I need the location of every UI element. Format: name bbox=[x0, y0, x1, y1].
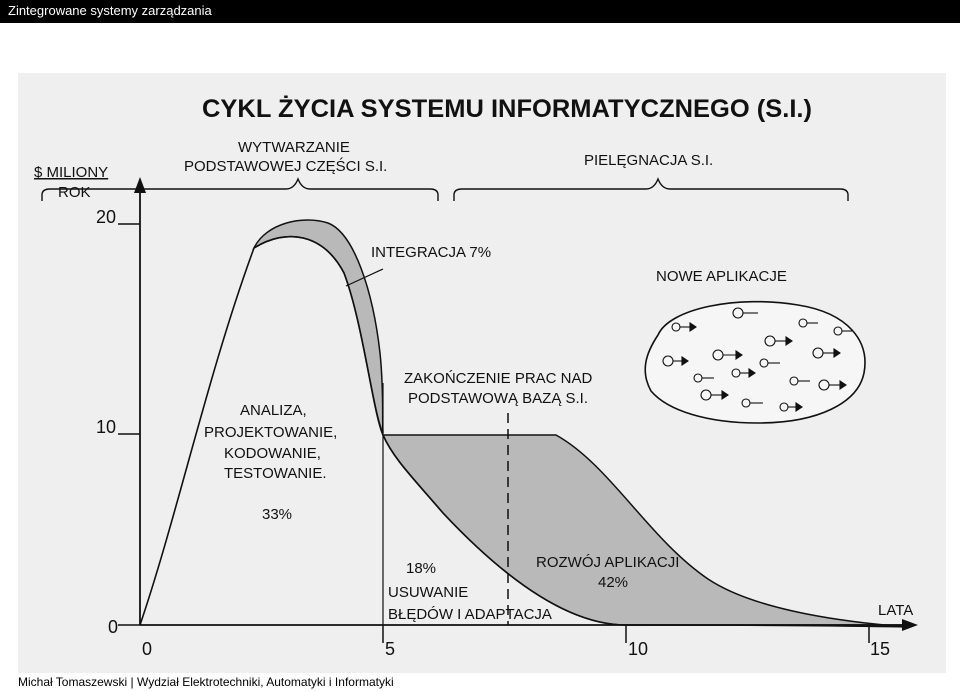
lifecycle-diagram: CYKL ŻYCIA SYSTEMU INFORMATYCZNEGO (S.I.… bbox=[34, 95, 918, 659]
fixes-line2: BŁĘDÓW I ADAPTACJA bbox=[388, 606, 552, 623]
header-bar: Zintegrowane systemy zarządzania bbox=[0, 0, 960, 23]
analysis-line3: KODOWANIE, bbox=[224, 445, 321, 462]
y-tick-label-10: 10 bbox=[96, 417, 116, 437]
x-tick-label-15: 15 bbox=[870, 639, 890, 659]
footer-separator: | bbox=[130, 675, 134, 689]
production-phase-line1: WYTWARZANIE bbox=[238, 139, 350, 156]
x-tick-label-5: 5 bbox=[385, 639, 395, 659]
maintenance-phase-label: PIELĘGNACJA S.I. bbox=[584, 152, 713, 169]
new-apps-arrows bbox=[662, 307, 852, 413]
production-brace bbox=[41, 177, 439, 201]
diagram-title: CYKL ŻYCIA SYSTEMU INFORMATYCZNEGO (S.I.… bbox=[202, 95, 812, 123]
development-percent: 42% bbox=[598, 574, 628, 591]
production-phase-line2: PODSTAWOWEJ CZĘŚCI S.I. bbox=[184, 157, 387, 175]
y-unit-line1: $ MILIONY bbox=[34, 164, 108, 181]
new-apps-label: NOWE APLIKACJE bbox=[656, 268, 787, 285]
analysis-line1: ANALIZA, bbox=[240, 402, 307, 419]
y-unit-line2: ROK bbox=[58, 184, 91, 201]
footer-author: Michał Tomaszewski bbox=[18, 675, 128, 689]
analysis-line4: TESTOWANIE. bbox=[224, 465, 327, 482]
page-title: Zintegrowane systemy zarządzania bbox=[8, 3, 212, 18]
completion-line2: PODSTAWOWĄ BAZĄ S.I. bbox=[408, 390, 588, 407]
x-axis-arrow bbox=[902, 619, 918, 631]
footer-affiliation: Wydział Elektrotechniki, Automatyki i In… bbox=[136, 675, 394, 689]
maintenance-brace bbox=[453, 177, 849, 201]
fixes-line1: USUWANIE bbox=[388, 584, 468, 601]
development-label: ROZWÓJ APLIKACJI bbox=[536, 554, 679, 571]
analysis-line2: PROJEKTOWANIE, bbox=[204, 424, 337, 441]
lifecycle-curve bbox=[139, 235, 908, 626]
x-axis-label: LATA bbox=[878, 602, 913, 619]
y-tick-label-0: 0 bbox=[108, 617, 118, 637]
new-apps-blob bbox=[644, 300, 866, 424]
y-tick-label-20: 20 bbox=[96, 207, 116, 227]
x-tick-label-10: 10 bbox=[628, 639, 648, 659]
analysis-percent: 33% bbox=[262, 506, 292, 523]
diagram-scan: CYKL ŻYCIA SYSTEMU INFORMATYCZNEGO (S.I.… bbox=[18, 73, 946, 673]
fixes-percent: 18% bbox=[406, 560, 436, 577]
integration-label: INTEGRACJA 7% bbox=[371, 244, 491, 261]
integration-pointer bbox=[345, 268, 384, 287]
y-axis-arrow bbox=[134, 177, 146, 193]
completion-line1: ZAKOŃCZENIE PRAC NAD bbox=[404, 370, 593, 387]
x-tick-label-0: 0 bbox=[142, 639, 152, 659]
footer: Michał Tomaszewski | Wydział Elektrotech… bbox=[18, 675, 394, 689]
